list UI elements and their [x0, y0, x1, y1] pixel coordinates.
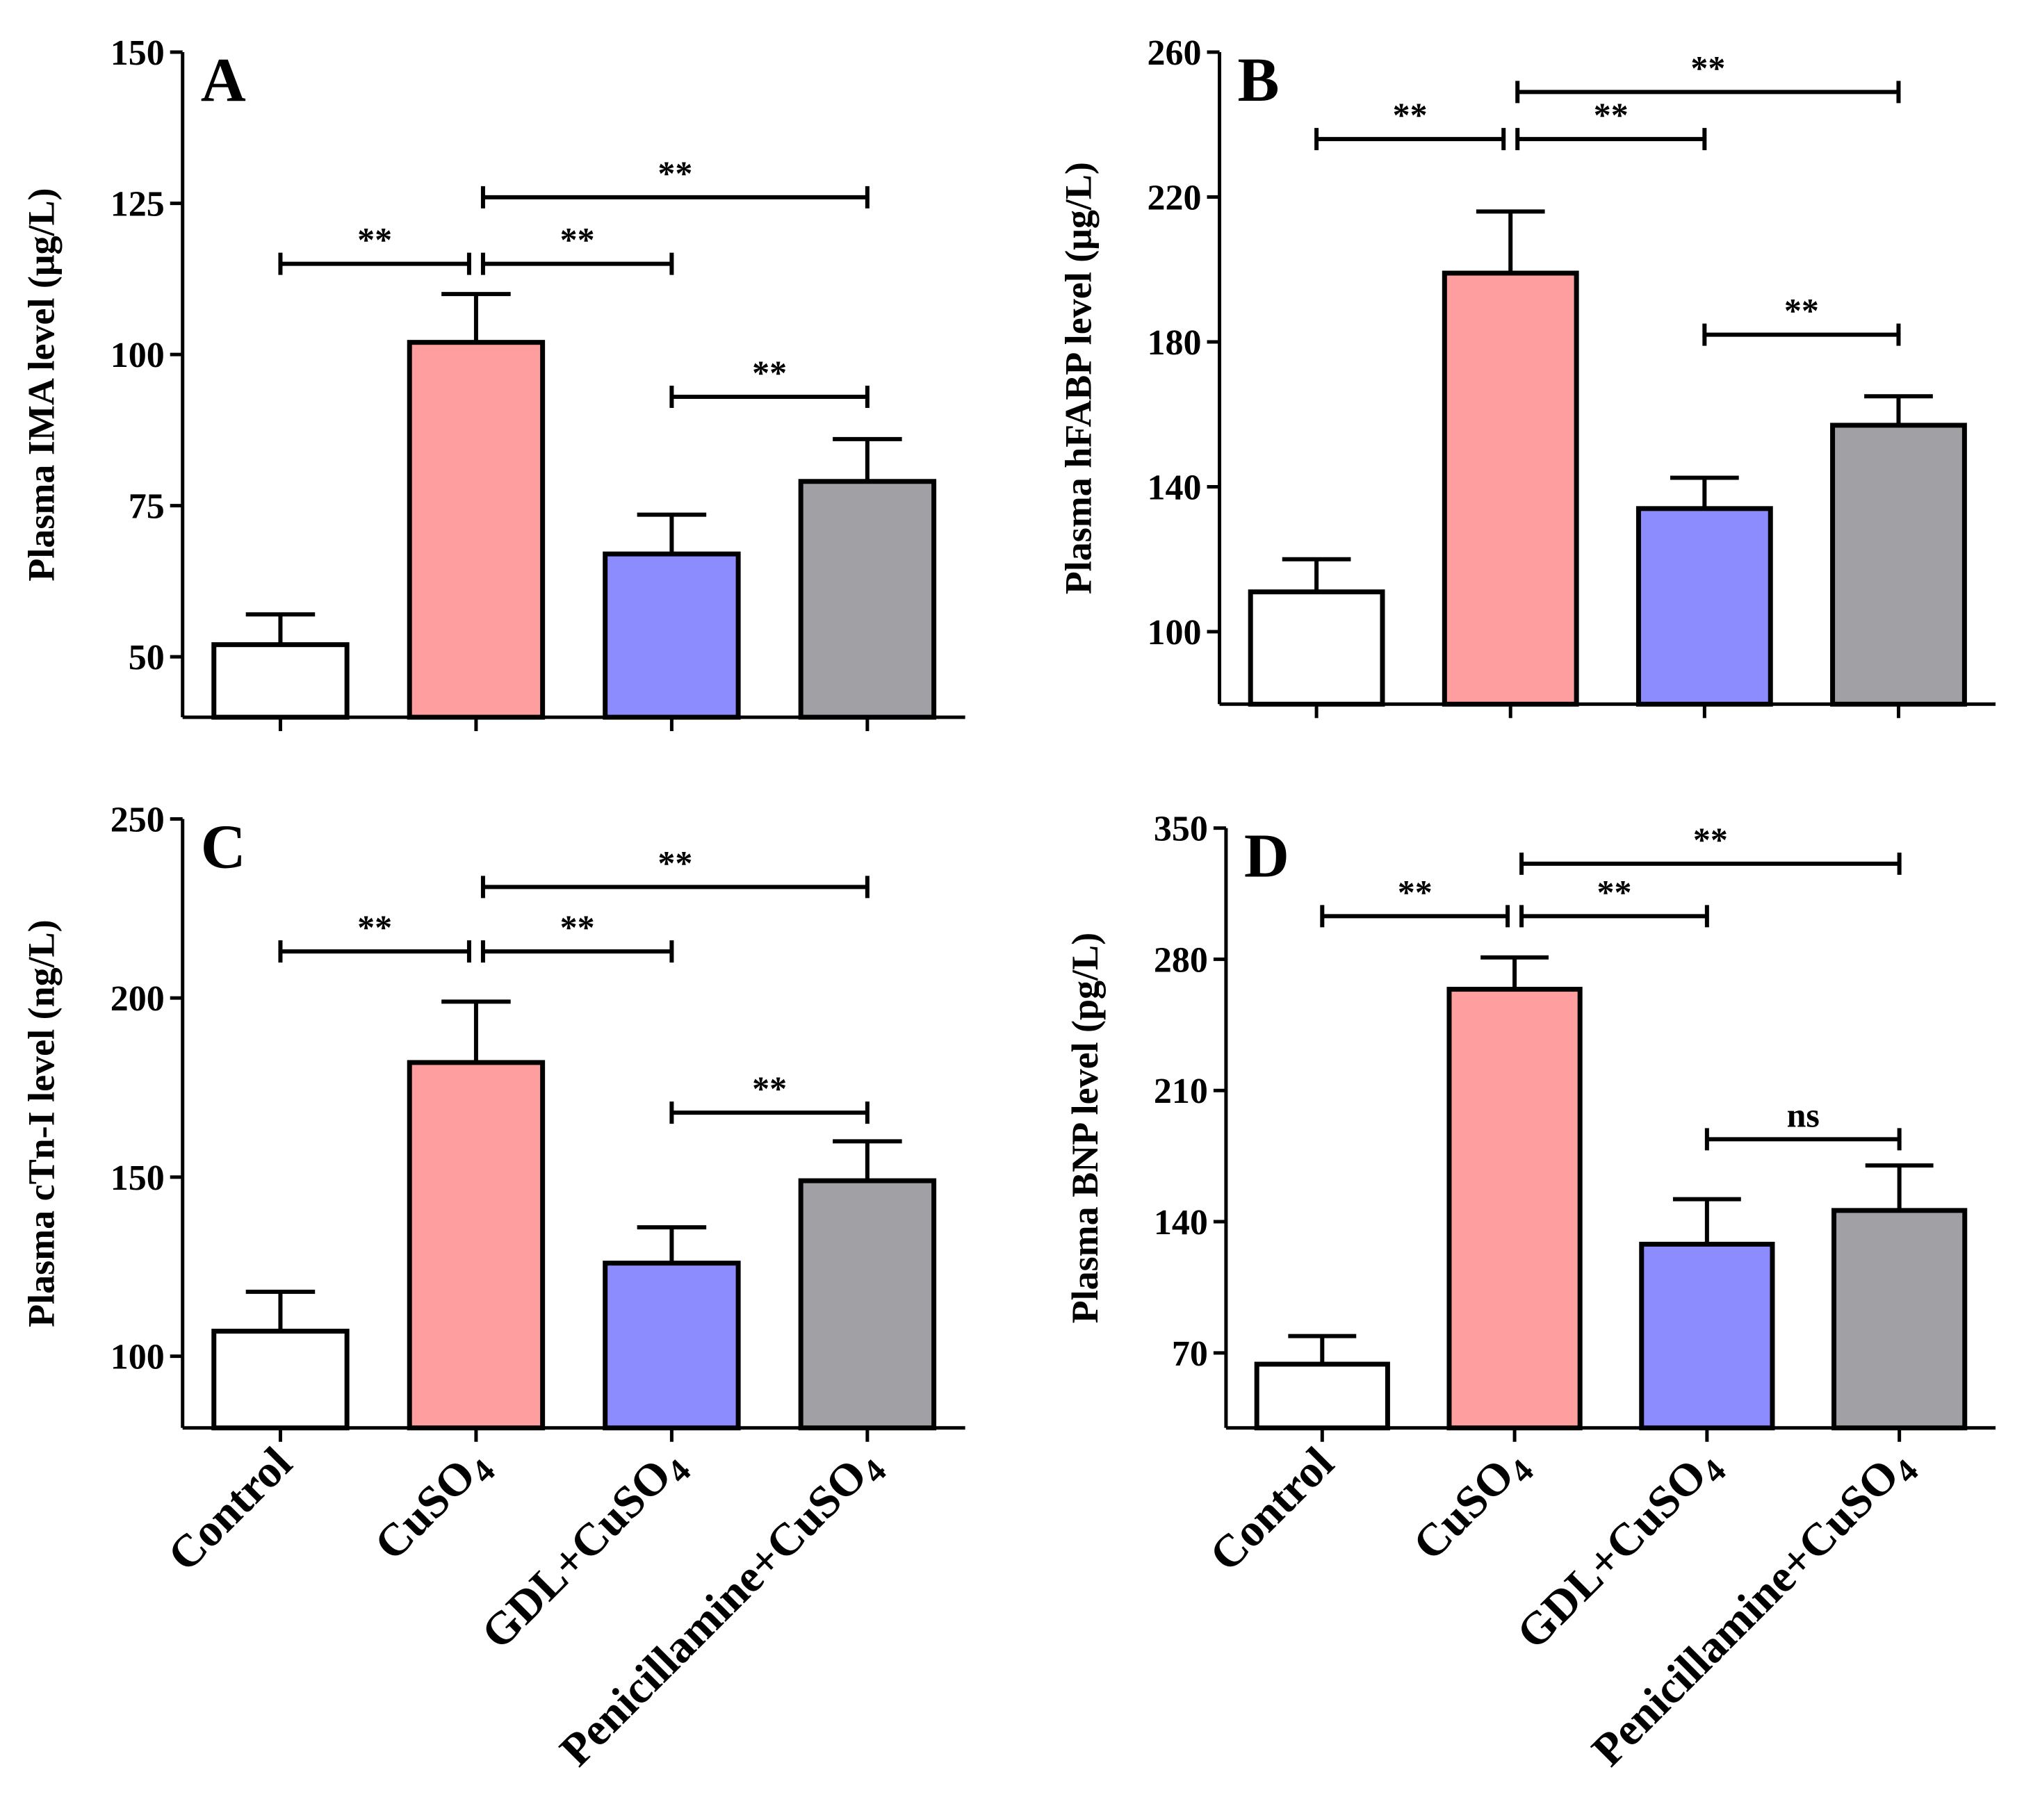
y-tick-label: 100: [111, 1338, 165, 1377]
significance-label: **: [357, 220, 392, 259]
significance-bracket: [1704, 1128, 1902, 1151]
y-axis-title: Plasma BNP level (pg/L): [1064, 933, 1106, 1323]
significance-label: **: [1690, 48, 1725, 87]
y-tick-label: 200: [111, 979, 165, 1019]
significance-label: **: [1594, 95, 1629, 134]
y-tick-label: 125: [111, 185, 165, 224]
significance-label: **: [1784, 291, 1819, 330]
panel-a: 50 75 100 125 150 Plasma IMA level (μg/L) A ** *…: [21, 33, 965, 732]
significance-bracket: [1314, 128, 1506, 151]
y-tick-label: 140: [1148, 468, 1202, 508]
y-tick-label: 150: [111, 1158, 165, 1198]
significance-label: **: [357, 908, 392, 946]
bar: [1635, 506, 1773, 707]
bar: [603, 1261, 741, 1431]
y-tick-label: 280: [1154, 940, 1208, 980]
significance-label: **: [658, 154, 692, 192]
y-tick-label: 220: [1148, 179, 1202, 218]
y-tick-label: 100: [1148, 613, 1202, 653]
bar: [1248, 589, 1385, 707]
significance-bracket: [669, 385, 870, 408]
panels: 50 75 100 125 150 Plasma IMA level (μg/L) A ** *…: [21, 33, 1996, 1442]
y-tick-label: 250: [111, 800, 165, 839]
significance-label: **: [752, 353, 787, 392]
bar: [1254, 1361, 1390, 1431]
bar: [211, 1329, 350, 1431]
y-tick-label: 350: [1154, 810, 1208, 849]
significance-label: **: [752, 1069, 787, 1108]
panel-b: 100 140 180 220 260 Plasma hFABP level (μg/L)…: [1058, 33, 1996, 719]
panel-letter: A: [201, 46, 246, 115]
bar: [407, 1060, 546, 1431]
significance-bracket: [480, 876, 870, 899]
bar: [407, 340, 546, 720]
bar: [1830, 423, 1967, 707]
significance-bracket: [278, 940, 471, 963]
y-tick-label: 140: [1154, 1203, 1208, 1243]
y-tick-label: 180: [1148, 323, 1202, 363]
y-tick-label: 100: [111, 336, 165, 375]
significance-bracket: [1515, 128, 1707, 151]
y-tick-label: 150: [111, 33, 165, 73]
significance-bracket: [480, 252, 674, 275]
bar: [798, 479, 937, 720]
significance-label: ns: [1787, 1095, 1820, 1134]
bar: [798, 1178, 937, 1431]
y-tick-label: 210: [1154, 1072, 1208, 1111]
significance-label: **: [1398, 872, 1433, 911]
significance-bracket: [480, 940, 674, 963]
bar: [1446, 987, 1583, 1431]
significance-bracket: [1320, 905, 1510, 928]
y-tick-label: 75: [129, 487, 165, 527]
significance-label: **: [658, 843, 692, 882]
y-axis-title: Plasma hFABP level (μg/L): [1058, 162, 1100, 594]
y-tick-label: 70: [1172, 1334, 1208, 1374]
y-axis-title: Plasma cTn-I level (ng/L): [21, 919, 63, 1327]
bar: [603, 551, 741, 720]
significance-label: **: [560, 908, 595, 946]
significance-bracket: [1515, 81, 1901, 104]
panel-letter: C: [201, 812, 246, 881]
significance-bracket: [278, 252, 471, 275]
significance-bracket: [480, 186, 870, 208]
y-axis-title: Plasma IMA level (μg/L): [21, 188, 63, 582]
y-tick-label: 260: [1148, 33, 1202, 73]
panel-c: 100 150 200 250 Plasma cTn-I level (ng/L) C **…: [21, 800, 965, 1442]
significance-label: **: [1693, 820, 1728, 859]
significance-label: **: [560, 220, 595, 259]
significance-label: **: [1597, 872, 1631, 911]
bar: [1639, 1241, 1775, 1431]
significance-bracket: [669, 1101, 870, 1124]
bar: [1831, 1208, 1968, 1431]
panel-letter: D: [1244, 822, 1289, 891]
significance-label: **: [1393, 95, 1428, 134]
panel-d: 70 140 210 280 350 Plasma BNP level (pg/L) D **…: [1064, 810, 1996, 1442]
bar: [211, 642, 350, 720]
bar: [1442, 270, 1579, 707]
y-tick-label: 50: [129, 638, 165, 678]
significance-bracket: [1519, 905, 1709, 928]
panel-letter: B: [1238, 46, 1280, 115]
significance-bracket: [1519, 852, 1902, 875]
significance-bracket: [1702, 323, 1901, 346]
